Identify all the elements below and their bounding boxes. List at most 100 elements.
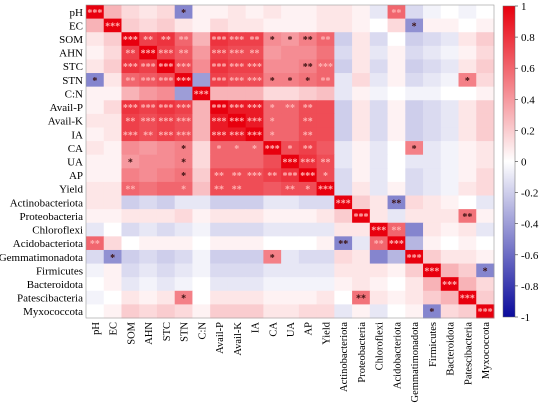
- column-label: UA: [286, 322, 297, 338]
- significance-mark: **: [303, 103, 313, 114]
- heatmap-cell-AP-AP: [298, 168, 318, 183]
- heatmap-cell-STN-AP: [298, 73, 318, 88]
- heatmap-cell-UA-CA: [263, 154, 282, 169]
- heatmap-cell-Proteobacteria-pH: [86, 209, 105, 224]
- heatmap-cell-EC-Actinobacteriota: [334, 18, 353, 33]
- heatmap-cell-C:N-SOM: [121, 86, 140, 101]
- significance-mark: *: [252, 144, 257, 155]
- heatmap-cell-Gemmatimonadota-CA: [263, 249, 282, 264]
- heatmap-cell-AP-Gemmatimonadota: [405, 168, 424, 183]
- heatmap-cell-STC-Firmicutes: [423, 59, 442, 74]
- heatmap-cell-AHN-Actinobacteriota: [334, 45, 353, 60]
- heatmap-cell-EC-AP: [298, 18, 318, 33]
- heatmap-cell-STN-Patescibacteria: [458, 73, 477, 88]
- heatmap-cell-EC-AHN: [139, 18, 158, 33]
- column-label: Firmicutes: [428, 322, 439, 367]
- heatmap-cell-Acidobacteriota-Myxococcota: [476, 236, 495, 251]
- significance-mark: *: [270, 117, 275, 128]
- heatmap-cell-EC-Patescibacteria: [458, 18, 477, 33]
- heatmap-cell-STN-Bacteroidota: [440, 73, 459, 88]
- heatmap-cell-IA-AHN: [139, 127, 158, 142]
- heatmap-cell-Bacteroidota-Firmicutes: [423, 277, 442, 292]
- heatmap-cell-UA-C:N: [192, 154, 211, 169]
- heatmap-cell-Myxococcota-Proteobacteria: [352, 304, 371, 319]
- heatmap-cell-Actinobacteriota-Myxococcota: [476, 195, 495, 210]
- heatmap-cell-Chloroflexi-Acidobacteriota: [387, 222, 406, 237]
- heatmap-cell-STC-Yield: [316, 59, 335, 74]
- heatmap-cell-Firmicutes-Proteobacteria: [352, 263, 371, 278]
- heatmap-cell-CA-AHN: [139, 141, 158, 156]
- heatmap-cell-STC-Actinobacteriota: [334, 59, 353, 74]
- heatmap-cell-UA-Patescibacteria: [458, 154, 477, 169]
- significance-mark: ***: [442, 280, 457, 291]
- heatmap-cell-UA-SOM: [121, 154, 140, 169]
- significance-mark: ***: [247, 130, 262, 141]
- heatmap-cell-STN-Yield: [316, 73, 335, 88]
- column-label: Avail-P: [215, 322, 226, 354]
- heatmap-cell-EC-Acidobacteriota: [387, 18, 406, 33]
- heatmap-cell-EC-Proteobacteria: [352, 18, 371, 33]
- heatmap-cell-STN-STN: [174, 73, 193, 88]
- heatmap-cell-Firmicutes-IA: [245, 263, 264, 278]
- heatmap-cell-pH-Firmicutes: [423, 5, 442, 20]
- heatmap-cell-CA-STC: [156, 141, 176, 156]
- significance-mark: *: [217, 144, 222, 155]
- heatmap-cell-C:N-Avail-P: [210, 86, 229, 101]
- heatmap-cell-Gemmatimonadota-C:N: [192, 249, 211, 264]
- heatmap-cell-AHN-STN: [174, 45, 193, 60]
- heatmap-cell-Myxococcota-SOM: [121, 304, 140, 319]
- significance-mark: **: [303, 62, 313, 73]
- heatmap-cell-Chloroflexi-C:N: [192, 222, 211, 237]
- heatmap-cell-C:N-Chloroflexi: [369, 86, 388, 101]
- heatmap-cell-SOM-CA: [263, 32, 282, 47]
- heatmap-cell-STN-CA: [263, 73, 282, 88]
- heatmap-cell-Yield-STC: [156, 181, 176, 196]
- heatmap-cell-Proteobacteria-Bacteroidota: [440, 209, 459, 224]
- heatmap-cell-Bacteroidota-Yield: [316, 277, 335, 292]
- heatmap-cell-Actinobacteriota-SOM: [121, 195, 140, 210]
- heatmap-cell-Firmicutes-STN: [174, 263, 193, 278]
- heatmap-cell-Patescibacteria-Avail-K: [227, 290, 247, 305]
- heatmap-cell-Avail-K-Myxococcota: [476, 113, 495, 128]
- heatmap-cell-C:N-AHN: [139, 86, 158, 101]
- heatmap-cell-CA-IA: [245, 141, 264, 156]
- row-label: CA: [68, 143, 83, 155]
- heatmap-cell-Chloroflexi-Myxococcota: [476, 222, 495, 237]
- row-label: EC: [69, 20, 83, 32]
- heatmap-cell-Actinobacteriota-Acidobacteriota: [387, 195, 406, 210]
- heatmap-cell-STN-Chloroflexi: [369, 73, 388, 88]
- heatmap-cell-SOM-SOM: [121, 32, 140, 47]
- heatmap-cell-Firmicutes-Acidobacteriota: [387, 263, 406, 278]
- significance-mark: ***: [158, 76, 173, 87]
- significance-mark: *: [288, 144, 293, 155]
- heatmap-cell-SOM-Myxococcota: [476, 32, 495, 47]
- heatmap-cell-SOM-Proteobacteria: [352, 32, 371, 47]
- heatmap-cell-EC-IA: [245, 18, 264, 33]
- heatmap-cell-Firmicutes-AP: [298, 263, 318, 278]
- heatmap-cell-pH-Myxococcota: [476, 5, 495, 20]
- column-label: C:N: [197, 322, 208, 340]
- significance-mark: ***: [229, 35, 244, 46]
- heatmap-cell-STC-AHN: [139, 59, 158, 74]
- heatmap-cell-Acidobacteriota-Patescibacteria: [458, 236, 477, 251]
- heatmap-cell-pH-CA: [263, 5, 282, 20]
- heatmap-cell-Gemmatimonadota-Avail-P: [210, 249, 229, 264]
- heatmap-cell-STC-SOM: [121, 59, 140, 74]
- heatmap-cell-Bacteroidota-UA: [281, 277, 300, 292]
- heatmap-cell-Gemmatimonadota-STC: [156, 249, 176, 264]
- heatmap-cell-Yield-Chloroflexi: [369, 181, 388, 196]
- column-label: Avail-K: [233, 322, 244, 356]
- heatmap-cell-AHN-Firmicutes: [423, 45, 442, 60]
- heatmap-cell-Myxococcota-Patescibacteria: [458, 304, 477, 319]
- heatmap-cell-AP-SOM: [121, 168, 140, 183]
- heatmap-cell-STN-Acidobacteriota: [387, 73, 406, 88]
- significance-mark: ***: [176, 117, 191, 128]
- heatmap-cell-SOM-Firmicutes: [423, 32, 442, 47]
- significance-mark: ***: [247, 171, 262, 182]
- significance-mark: **: [125, 185, 135, 196]
- heatmap-cell-C:N-pH: [86, 86, 105, 101]
- heatmap-cell-pH-AP: [298, 5, 318, 20]
- heatmap-cell-C:N-Avail-K: [227, 86, 247, 101]
- heatmap-cell-AHN-Avail-P: [210, 45, 229, 60]
- heatmap-cell-Chloroflexi-EC: [103, 222, 122, 237]
